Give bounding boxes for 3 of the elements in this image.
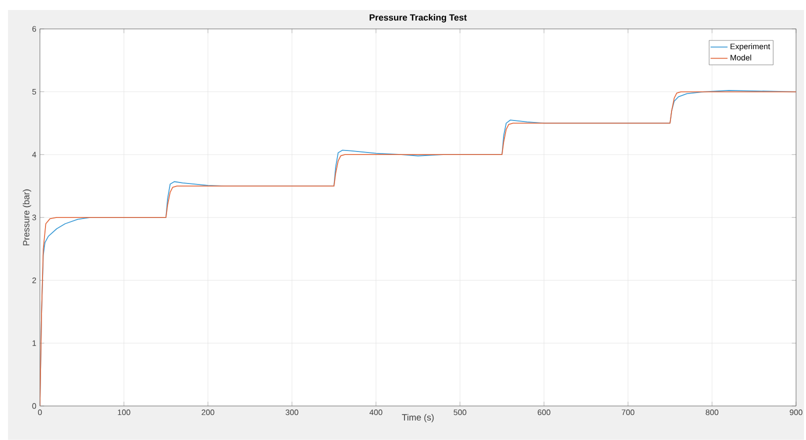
chart-title: Pressure Tracking Test — [370, 14, 467, 22]
x-axis-title: Time (s) — [402, 414, 434, 422]
y-axis-title: Pressure (bar) — [22, 189, 32, 246]
